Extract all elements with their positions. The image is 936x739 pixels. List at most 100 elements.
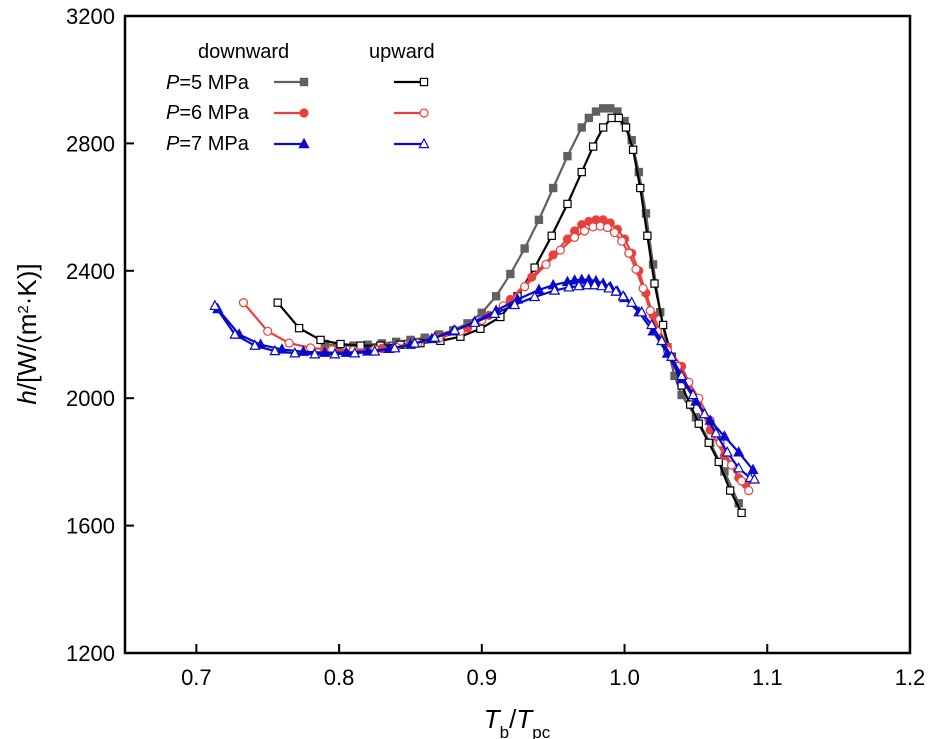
data-point — [569, 232, 580, 242]
legend-header-downward: downward — [198, 41, 289, 63]
data-point — [356, 341, 365, 350]
data-point — [725, 486, 735, 495]
data-point — [289, 347, 301, 358]
data-point — [694, 419, 703, 428]
data-point — [614, 113, 624, 123]
data-point — [209, 299, 221, 311]
x-tick-label: 0.7 — [181, 665, 212, 690]
data-point — [563, 199, 572, 209]
data-point — [329, 347, 341, 359]
data-point — [305, 343, 316, 353]
data-point — [563, 151, 572, 161]
data-point — [520, 244, 529, 253]
data-point — [520, 282, 530, 292]
data-point — [309, 347, 321, 359]
data-point — [269, 344, 281, 356]
data-point — [555, 245, 565, 255]
data-point — [577, 167, 586, 177]
data-point — [621, 123, 631, 132]
data-point — [658, 320, 668, 330]
data-point — [563, 281, 575, 292]
data-point — [744, 485, 754, 496]
data-point — [369, 345, 381, 356]
legend-label-p7: P=7 MPa — [166, 133, 250, 155]
data-point — [676, 369, 688, 381]
data-point — [476, 324, 485, 333]
data-point — [617, 290, 629, 301]
data-point — [527, 272, 537, 282]
data-point — [624, 248, 634, 258]
data-point — [643, 231, 652, 240]
data-point — [409, 337, 421, 348]
data-point — [607, 113, 616, 123]
data-point — [596, 279, 608, 291]
y-tick-label: 3200 — [66, 4, 115, 29]
data-point — [548, 183, 558, 193]
y-axis-title: h/[W/(m2·K)] — [12, 263, 42, 404]
legend-marker — [419, 108, 429, 118]
data-point — [626, 296, 638, 307]
data-point — [606, 104, 615, 113]
data-point — [650, 279, 659, 288]
data-point — [636, 183, 645, 193]
data-point — [636, 305, 648, 317]
data-point — [238, 298, 249, 308]
data-point — [718, 430, 731, 441]
series-line — [324, 107, 740, 504]
data-point — [736, 476, 747, 486]
data-point — [584, 113, 594, 123]
series-0 — [320, 104, 743, 508]
data-point — [737, 508, 746, 518]
legend-label-p6: P=6 MPa — [166, 102, 250, 124]
data-point — [617, 236, 627, 246]
data-point — [588, 142, 598, 151]
data-point — [628, 145, 638, 154]
data-point — [704, 438, 713, 447]
data-point — [641, 209, 651, 218]
data-point — [598, 104, 608, 113]
data-point — [506, 269, 515, 279]
series-1 — [273, 113, 746, 518]
data-point — [489, 307, 501, 318]
data-point — [646, 318, 658, 330]
data-point — [645, 306, 655, 316]
data-point — [547, 231, 556, 240]
data-point — [249, 339, 261, 350]
data-point — [733, 446, 745, 457]
y-tick-label: 2400 — [66, 259, 115, 284]
legend-symbols — [274, 77, 430, 149]
data-point — [602, 222, 613, 233]
data-point — [336, 339, 345, 349]
data-point — [721, 446, 733, 457]
legend-marker — [299, 77, 309, 87]
data-point — [509, 298, 521, 310]
series-5 — [209, 278, 761, 484]
data-point — [429, 331, 441, 342]
data-point — [666, 350, 678, 361]
data-point — [603, 282, 615, 293]
data-point — [533, 283, 545, 295]
data-point — [549, 284, 561, 295]
data-point — [469, 316, 481, 327]
tick-labels: 0.7 0.8 0.9 1.0 1.1 1.2 1200 1600 2000 2400 2800 32… — [66, 4, 925, 690]
data-point — [491, 292, 501, 301]
data-point — [579, 226, 590, 236]
legend-marker — [418, 137, 430, 149]
data-point — [294, 323, 304, 333]
x-axis-title: Tb/Tpc — [484, 704, 551, 739]
data-point — [263, 326, 273, 336]
data-point — [638, 283, 648, 293]
data-point — [229, 328, 241, 339]
data-point — [548, 250, 558, 260]
data-point — [529, 290, 541, 302]
legend-marker — [298, 137, 310, 149]
data-point — [588, 278, 601, 290]
legend-header-upward: upward — [369, 41, 435, 63]
data-point — [530, 263, 539, 272]
data-point — [631, 264, 641, 274]
legend-marker — [299, 108, 309, 118]
x-tick-label: 0.8 — [324, 665, 355, 690]
data-point — [316, 335, 325, 345]
data-point — [349, 347, 361, 358]
data-point — [714, 457, 723, 467]
